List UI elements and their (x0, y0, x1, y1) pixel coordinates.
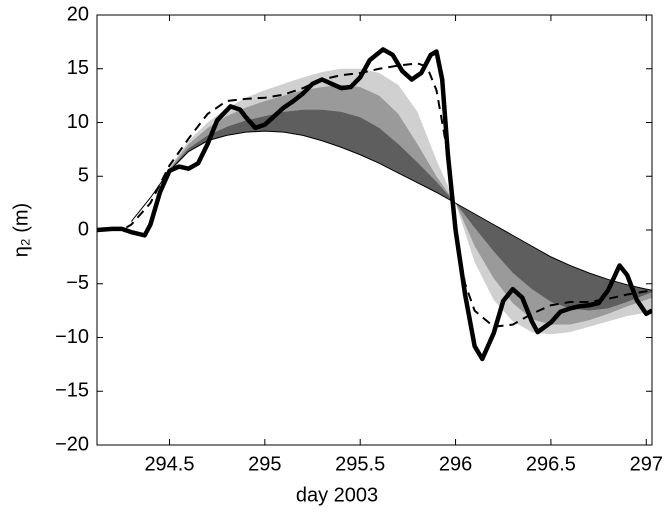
x-tick-label: 295 (248, 453, 281, 475)
y-tick-label: −10 (55, 326, 89, 348)
x-tick-label: 295.5 (335, 453, 385, 475)
band (131, 109, 652, 311)
band (131, 84, 652, 325)
line (97, 62, 652, 328)
y-axis-label: η₂ (m) (10, 203, 32, 257)
x-axis-label: day 2003 (296, 484, 378, 506)
y-tick-label: 5 (78, 165, 89, 187)
y-tick-label: −20 (55, 433, 89, 455)
band-edge (130, 130, 652, 291)
y-tick-label: 0 (78, 218, 89, 240)
x-tick-label: 296 (439, 453, 472, 475)
y-tick-label: 20 (67, 3, 89, 25)
x-tick-label: 297 (630, 453, 663, 475)
y-tick-label: −5 (66, 272, 89, 294)
line (97, 47, 652, 362)
y-tick-label: 10 (67, 111, 89, 133)
x-tick-label: 296.5 (526, 453, 576, 475)
x-tick-label: 294.5 (144, 453, 194, 475)
y-tick-label: −15 (55, 380, 89, 402)
y-tick-label: 15 (67, 57, 89, 79)
